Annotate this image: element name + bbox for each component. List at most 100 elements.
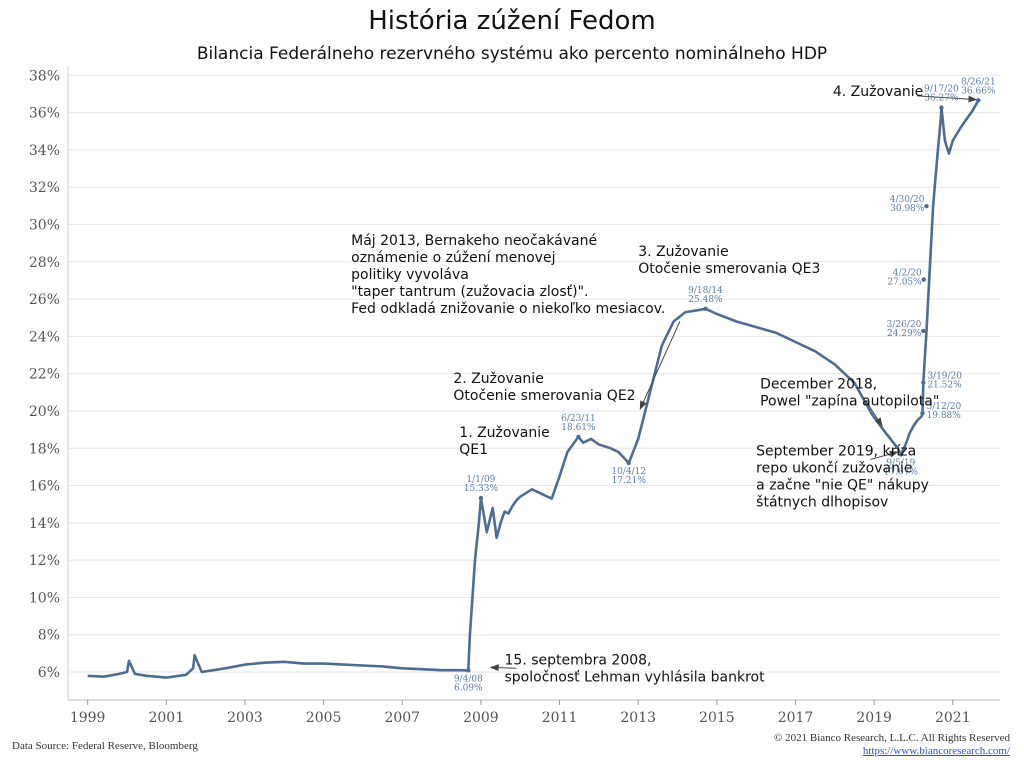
x-tick-label: 2005 — [306, 710, 342, 726]
y-tick-label: 24% — [29, 329, 60, 345]
point-label-value: 21.52% — [927, 381, 962, 391]
annotation-text: politiky vyvoláva — [351, 267, 469, 283]
annotation-text: 2. Zužovanie — [453, 371, 543, 387]
y-axis: 6% 8% 10% 12% 14% 16% 18% 20% 22% 24% 26% 28% 30% 32%… — [29, 66, 69, 700]
series-line — [87, 99, 980, 679]
x-tick-label: 2007 — [384, 710, 420, 726]
annotation-text: oznámenie o zúžení menovej — [351, 250, 555, 266]
y-tick-label: 6% — [38, 665, 60, 681]
annotation-text: Powel "zapína autopilota" — [760, 394, 939, 410]
annotation-arrows — [489, 95, 978, 672]
annotation-text: spoločnosť Lehman vyhlásila bankrot — [505, 670, 766, 686]
y-tick-label: 26% — [29, 292, 60, 308]
chart-title: História zúžení Fedom — [368, 6, 656, 36]
point-label-date: 3/12/20 — [927, 402, 962, 412]
x-tick-label: 2009 — [463, 710, 499, 726]
point-label-date: 8/26/21 — [961, 77, 996, 87]
data-point-marker — [920, 411, 925, 416]
data-point-marker — [626, 460, 631, 466]
annotation-arrow — [917, 95, 978, 103]
annotation-text: 4. Zužovanie — [833, 84, 923, 100]
annotation-text: a začne "nie QE" nákupy — [756, 478, 929, 494]
x-tick-label: 2017 — [778, 710, 814, 726]
point-label-date: 10/4/12 — [611, 467, 646, 477]
series — [87, 99, 980, 679]
point-label-value: 25.48% — [688, 295, 723, 305]
annotation-text: Otočenie smerovania QE3 — [638, 261, 820, 277]
annotation-arrow — [870, 450, 899, 460]
annotation-text: December 2018, — [760, 377, 877, 393]
y-tick-label: 12% — [29, 553, 60, 569]
point-label-value: 18.61% — [561, 423, 596, 433]
x-tick-label: 2015 — [699, 710, 735, 726]
point-label-value: 17.67% — [884, 467, 919, 477]
y-tick-label: 38% — [29, 68, 60, 84]
point-label-value: 27.05% — [887, 278, 922, 288]
data-point-marker — [921, 380, 926, 385]
data-point-marker — [898, 452, 904, 457]
data-source-note: Data Source: Federal Reserve, Bloomberg — [12, 740, 198, 752]
website-link[interactable]: https://www.biancoresearch.com/ — [862, 745, 1010, 757]
point-label-date: 6/23/11 — [561, 414, 596, 424]
annotation-text: September 2019, kríza — [756, 444, 916, 460]
point-label-date: 9/18/14 — [688, 286, 723, 296]
x-tick-label: 1999 — [70, 710, 106, 726]
x-tick-label: 2013 — [620, 710, 656, 726]
data-point-marker — [576, 434, 581, 440]
annotation-arrow — [639, 321, 681, 411]
point-label-value: 6.09% — [454, 683, 483, 693]
x-tick-label: 2003 — [227, 710, 263, 726]
data-point-marker — [924, 204, 929, 209]
data-point-marker — [976, 98, 981, 103]
point-label-value: 15.33% — [464, 484, 499, 494]
point-label-value: 19.88% — [927, 411, 962, 421]
copyright-text: © 2021 Bianco Research, L.L.C. All Right… — [774, 732, 1010, 744]
y-tick-label: 14% — [29, 516, 60, 532]
annotation-text: Fed odkladá znižovanie o niekoľko mesiac… — [351, 301, 665, 317]
annotation-text: 15. septembra 2008, — [505, 653, 652, 669]
point-label-date: 9/5/19 — [886, 458, 915, 468]
y-tick-label: 16% — [29, 479, 60, 495]
y-tick-label: 18% — [29, 441, 60, 457]
point-label-value: 30.98% — [890, 204, 925, 214]
annotation-text: QE1 — [459, 442, 488, 458]
annotation-text: štátnych dlhopisov — [756, 495, 888, 511]
annotation-text: Máj 2013, Bernakeho neočakávané — [351, 233, 597, 249]
annotation-arrow — [489, 664, 517, 672]
x-axis: 1999 2001 2003 2005 2007 2009 2011 2013 2015 2017… — [68, 699, 1000, 726]
y-tick-label: 34% — [29, 143, 60, 159]
annotation-text: 3. Zužovanie — [638, 244, 728, 260]
y-tick-label: 36% — [29, 106, 60, 122]
annotation-arrow — [865, 401, 883, 427]
y-tick-label: 30% — [29, 218, 60, 234]
point-label-value: 17.21% — [612, 476, 647, 486]
point-label-date: 3/19/20 — [927, 372, 962, 382]
y-tick-label: 10% — [29, 590, 60, 606]
point-label-date: 4/30/20 — [890, 195, 925, 205]
y-tick-label: 20% — [29, 404, 60, 420]
x-tick-label: 2021 — [935, 710, 971, 726]
point-label-value: 24.29% — [887, 329, 922, 339]
data-point-marker — [921, 328, 926, 334]
y-tick-label: 28% — [29, 255, 60, 271]
annotation-text: Otočenie smerovania QE2 — [453, 388, 635, 404]
data-point-marker — [466, 668, 471, 673]
x-tick-label: 2019 — [856, 710, 892, 726]
point-label-value: 36.27% — [924, 94, 959, 104]
y-tick-label: 32% — [29, 180, 60, 196]
copyright-block: © 2021 Bianco Research, L.L.C. All Right… — [774, 732, 1010, 758]
x-tick-label: 2001 — [148, 710, 184, 726]
point-label-date: 3/26/20 — [887, 320, 922, 330]
x-tick-label: 2011 — [542, 710, 578, 726]
point-label-date: 9/4/08 — [454, 674, 483, 684]
data-point-marker — [478, 495, 484, 501]
annotation-text: "taper tantrum (zužovacia zlosť)". — [351, 284, 588, 300]
data-point-marker — [921, 277, 926, 282]
point-label-date: 4/2/20 — [893, 269, 922, 279]
data-point-marker — [703, 306, 708, 311]
data-point-marker — [939, 105, 944, 110]
